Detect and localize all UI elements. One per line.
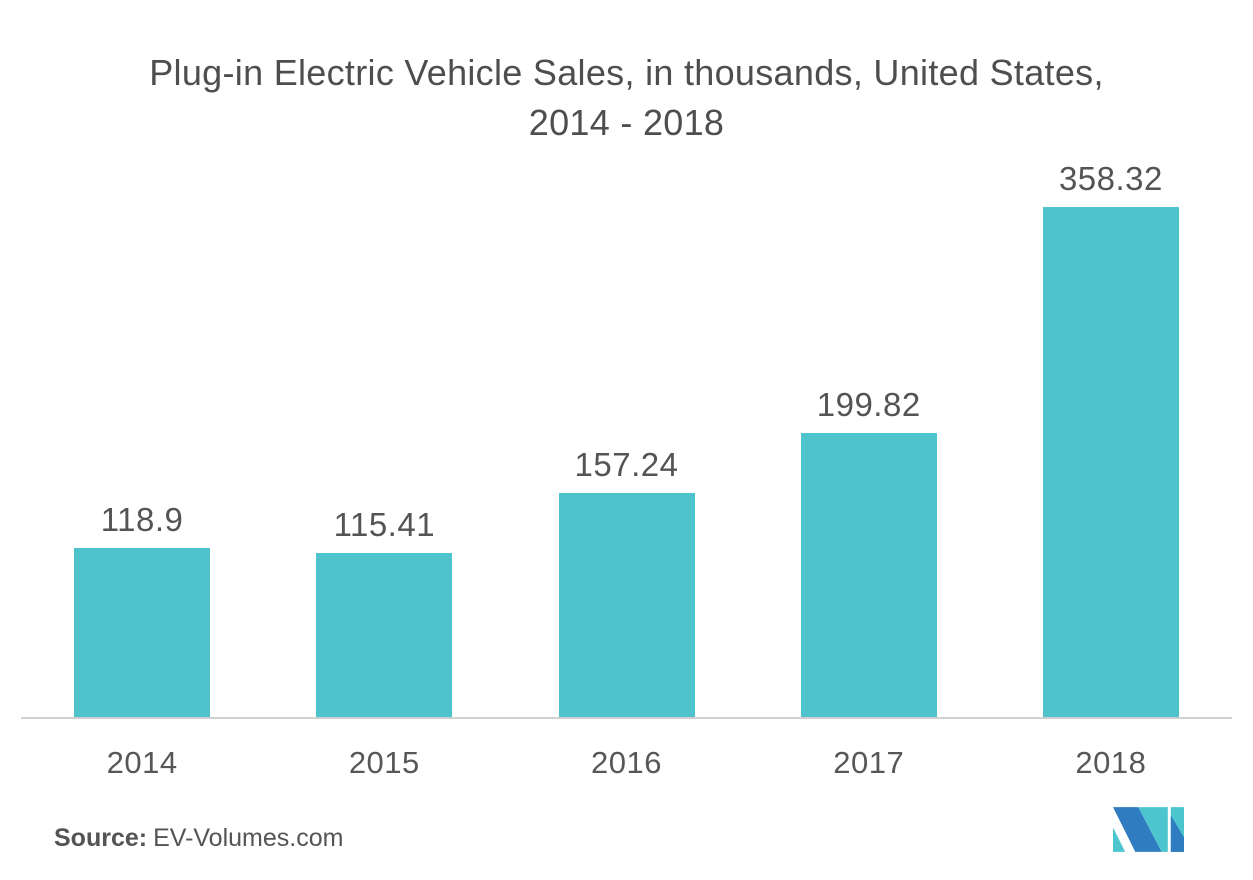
bar-column: 157.24 [505, 157, 747, 717]
logo-right-blue-triangle [1170, 815, 1184, 852]
source-line: Source: EV-Volumes.com [54, 824, 343, 853]
chart-title: Plug-in Electric Vehicle Sales, in thous… [0, 48, 1253, 148]
source-value: EV-Volumes.com [153, 824, 344, 852]
bar [1042, 207, 1179, 717]
logo-middle-teal-stroke [1138, 807, 1168, 852]
bar-value-label: 157.24 [574, 446, 679, 483]
x-axis-label: 2018 [1075, 745, 1147, 780]
mordor-intelligence-logo [1113, 807, 1184, 852]
bar-column: 115.41 [263, 157, 505, 717]
x-axis-labels-row: 2014 2015 2016 2017 2018 [21, 745, 1232, 781]
source-label: Source: [54, 824, 148, 852]
logo-left-teal-triangle [1113, 827, 1126, 852]
logo-left-blue-stroke [1113, 807, 1162, 852]
bar-column: 118.9 [21, 157, 263, 717]
bar-value-label: 115.41 [333, 506, 436, 543]
x-axis-label: 2016 [591, 745, 662, 780]
plot-area: 118.9 115.41 157.24 199.82 358.32 [21, 157, 1232, 717]
bar [316, 553, 453, 717]
bar [74, 548, 211, 717]
bar [800, 433, 937, 717]
bar [558, 493, 695, 717]
bar-value-label: 199.82 [816, 386, 921, 423]
x-axis-label: 2017 [833, 745, 905, 780]
x-axis-label: 2014 [106, 745, 178, 780]
chart-title-line-1: Plug-in Electric Vehicle Sales, in thous… [149, 52, 1104, 93]
x-axis-label: 2015 [348, 745, 420, 780]
bar-value-label: 358.32 [1058, 160, 1163, 197]
chart-title-line-2: 2014 - 2018 [528, 102, 725, 143]
bar-column: 199.82 [748, 157, 990, 717]
x-axis-line [21, 717, 1232, 719]
bar-column: 358.32 [990, 157, 1232, 717]
bar-value-label: 118.9 [100, 501, 184, 538]
